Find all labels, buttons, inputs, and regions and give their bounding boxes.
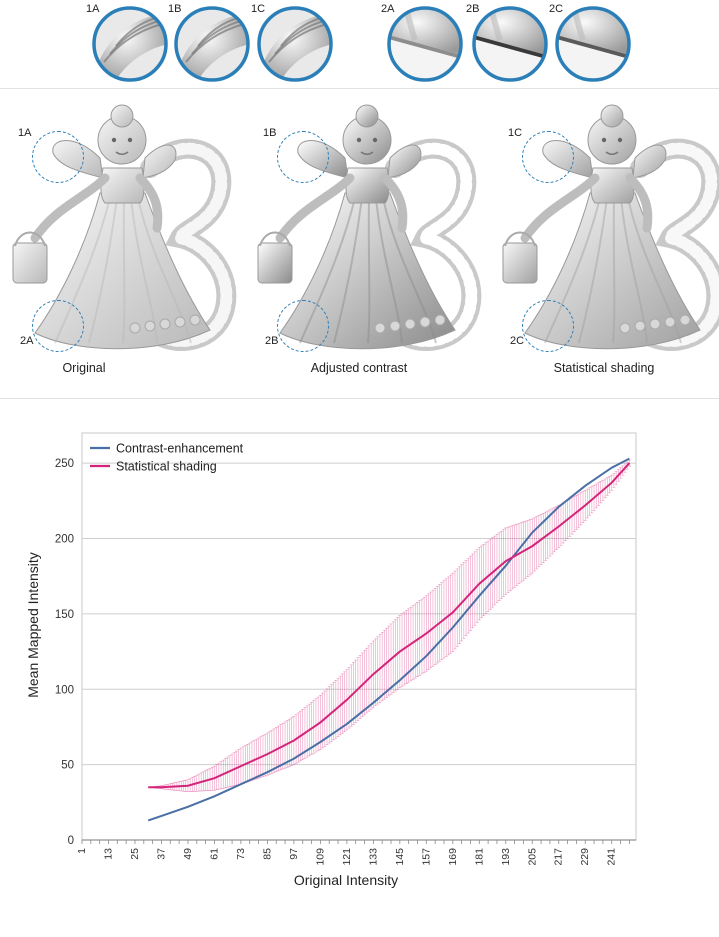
zoom-inset-label: 2C [549, 3, 564, 15]
y-tick-label: 100 [55, 684, 74, 696]
intensity-mapping-chart: 0 50 100 150 200 250 1 13 25 37 49 61 73 85 97 109 121 13… [25, 432, 637, 888]
x-tick-label: 85 [261, 848, 273, 860]
zoom-inset-label: 1B [168, 3, 182, 15]
y-tick-label: 0 [68, 835, 74, 847]
zoom-inset-2c [555, 6, 631, 82]
x-tick-label: 37 [155, 848, 167, 860]
chart-grid [81, 432, 637, 841]
zoom-inset-label: 1C [251, 3, 266, 15]
x-tick-label: 181 [473, 848, 485, 866]
chart-lines [147, 457, 631, 822]
x-tick-label: 169 [447, 848, 459, 866]
x-tick-label: 145 [394, 848, 406, 866]
x-tick-label: 49 [182, 848, 194, 860]
y-tick-label: 250 [55, 458, 74, 470]
zoom-inset-label: 2A [381, 3, 395, 15]
panel-caption: Original [62, 361, 106, 375]
zoom-inset-1b [174, 6, 250, 82]
y-tick-label: 200 [55, 534, 74, 546]
zoom-inset-2b [472, 6, 548, 82]
legend-label: Contrast-enhancement [116, 442, 244, 456]
x-tick-label: 121 [341, 848, 353, 866]
chart-tick-labels: 0 50 100 150 200 250 1 13 25 37 49 61 73 85 97 109 121 13… [55, 458, 618, 865]
inspection-circle-wing [522, 131, 574, 183]
zoom-inset-label: 2B [466, 3, 480, 15]
zoom-inset-2a [387, 6, 463, 82]
inspection-circle-wing [277, 131, 329, 183]
panel-tag-bottom: 2B [265, 335, 279, 347]
x-tick-label: 109 [314, 848, 326, 866]
divider-middle [0, 398, 719, 399]
panel-caption: Statistical shading [553, 361, 655, 375]
x-tick-label: 217 [553, 848, 565, 866]
panel-tag-top: 1C [508, 127, 523, 139]
inspection-circle-hem [277, 300, 329, 352]
x-tick-label: 133 [367, 848, 379, 866]
divider-top [0, 88, 719, 89]
statistical-error-bars [153, 459, 631, 793]
zoom-inset-1a [92, 6, 168, 82]
x-tick-label: 193 [500, 848, 512, 866]
x-tick-label: 13 [102, 848, 114, 860]
x-tick-label: 61 [208, 848, 220, 860]
plot-frame [81, 432, 637, 841]
panel-tag-top: 1A [18, 127, 32, 139]
inspection-circle-hem [522, 300, 574, 352]
chart-axes [81, 839, 636, 844]
legend-label: Statistical shading [116, 460, 217, 474]
x-axis-label: Original Intensity [294, 872, 398, 888]
statistical-shading-line [148, 462, 631, 789]
x-tick-label: 241 [606, 848, 618, 866]
inspection-circle-hem [32, 300, 84, 352]
contrast-enhancement-line [147, 457, 630, 822]
x-tick-label: 73 [235, 848, 247, 860]
x-tick-label: 157 [420, 848, 432, 866]
x-tick-label: 25 [129, 848, 141, 860]
x-tick-label: 97 [288, 848, 300, 860]
y-tick-label: 150 [55, 609, 74, 621]
y-tick-label: 50 [61, 760, 74, 772]
chart-legend: Contrast-enhancement Statistical shading [90, 442, 244, 474]
x-tick-label: 1 [76, 848, 88, 854]
panel-tag-top: 1B [263, 127, 277, 139]
y-axis-label: Mean Mapped Intensity [25, 552, 41, 698]
panel-tag-bottom: 2C [510, 335, 525, 347]
x-tick-label: 205 [526, 848, 538, 866]
panel-caption: Adjusted contrast [310, 361, 408, 375]
x-tick-label: 229 [579, 848, 591, 866]
zoom-inset-1c [257, 6, 333, 82]
zoom-inset-label: 1A [86, 3, 100, 15]
inspection-circle-wing [32, 131, 84, 183]
panel-tag-bottom: 2A [20, 335, 34, 347]
